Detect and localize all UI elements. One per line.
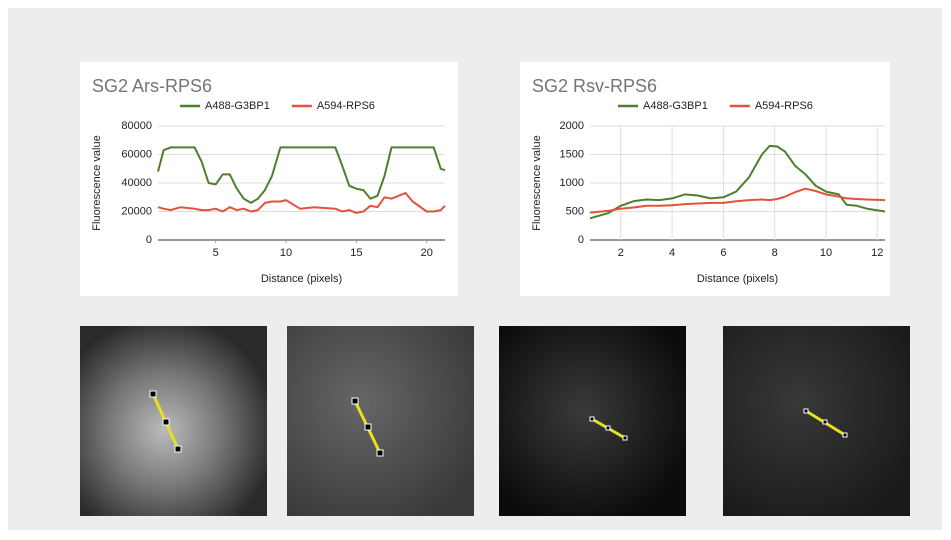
chart-title: SG2 Rsv-RPS6: [532, 76, 657, 96]
y-tick-label: 1500: [560, 148, 584, 160]
x-tick-label: 20: [421, 247, 433, 259]
micrograph: [723, 326, 910, 516]
x-tick-label: 5: [213, 247, 219, 259]
y-tick-label: 0: [578, 234, 584, 246]
y-tick-label: 80000: [121, 120, 152, 132]
y-tick-label: 0: [146, 234, 152, 246]
y-tick-label: 40000: [121, 177, 152, 189]
y-tick-label: 1000: [560, 177, 584, 189]
micrograph: [499, 326, 686, 516]
legend-label: A488-G3BP1: [643, 100, 708, 112]
y-tick-label: 60000: [121, 148, 152, 160]
y-tick-label: 2000: [560, 120, 584, 132]
chart-title: SG2 Ars-RPS6: [92, 76, 212, 96]
x-tick-label: 2: [618, 247, 624, 259]
x-tick-label: 15: [350, 247, 362, 259]
x-tick-label: 4: [669, 247, 675, 259]
x-tick-label: 8: [772, 247, 778, 259]
legend-label: A594-RPS6: [755, 100, 813, 112]
x-axis-label: Distance (pixels): [261, 273, 342, 285]
x-tick-label: 12: [871, 247, 883, 259]
y-tick-label: 500: [566, 205, 584, 217]
legend-label: A488-G3BP1: [205, 100, 270, 112]
micrograph: [287, 326, 474, 516]
y-axis-label: Fluorescence value: [91, 135, 103, 230]
micrograph: [80, 326, 267, 516]
y-axis-label: Fluorescence value: [531, 135, 543, 230]
y-tick-label: 20000: [121, 205, 152, 217]
x-axis-label: Distance (pixels): [697, 273, 778, 285]
x-tick-label: 6: [720, 247, 726, 259]
x-tick-label: 10: [820, 247, 832, 259]
slide: SG2 Ars-RPS6 Distance (pixels) Fluorescenc…: [0, 0, 951, 535]
legend-label: A594-RPS6: [317, 100, 375, 112]
x-tick-label: 10: [280, 247, 292, 259]
